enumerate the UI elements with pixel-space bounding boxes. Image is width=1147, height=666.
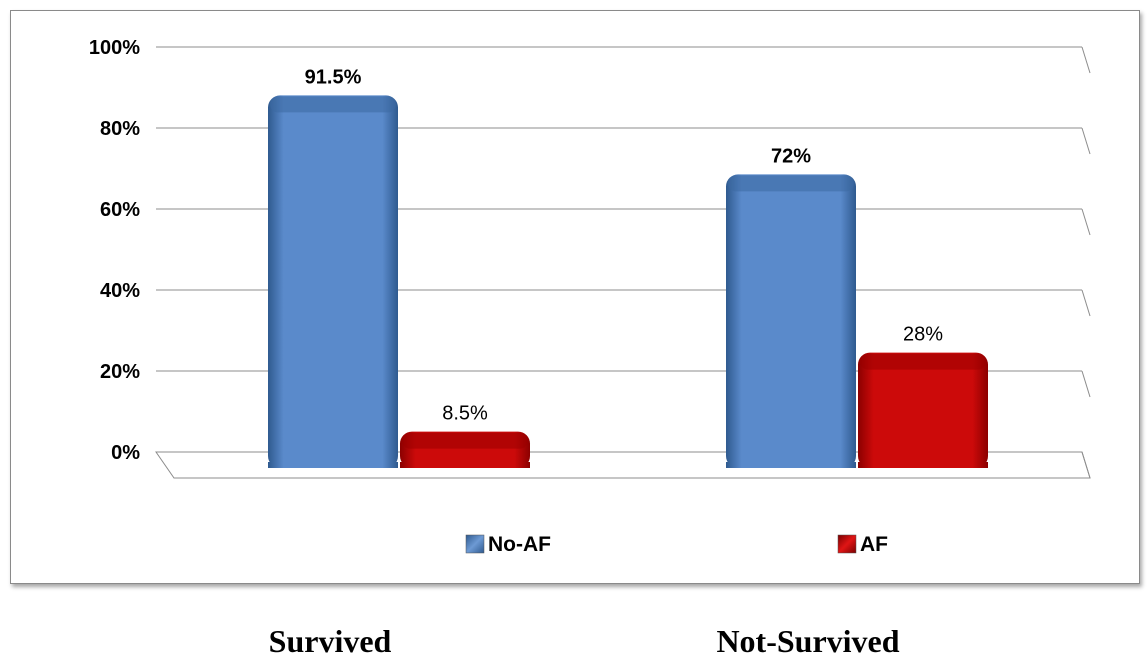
gridline-depth: [1081, 46, 1091, 74]
y-tick-label: 100%: [89, 37, 140, 59]
y-tick-label: 20%: [100, 361, 140, 383]
bar-no-af-survived: [268, 95, 398, 469]
data-labels: 91.5% 8.5% 72% 28%: [305, 66, 944, 424]
data-label: 28%: [903, 324, 943, 346]
category-label: Survived: [269, 623, 392, 659]
y-tick-label: 0%: [111, 442, 140, 464]
legend-label-no-af: No-AF: [488, 533, 551, 556]
bar-base: [268, 462, 398, 468]
bar-base: [726, 462, 856, 468]
chart-frame: [10, 10, 1140, 584]
y-tick-label: 80%: [100, 118, 140, 140]
bar-top-shade: [402, 432, 528, 449]
bars: [268, 95, 988, 469]
gridline-depth: [1081, 370, 1091, 398]
category-label: Not-Survived: [716, 623, 899, 659]
gridline-depth: [1081, 289, 1091, 317]
data-label: 72%: [771, 145, 811, 167]
bar-top-shade: [270, 96, 396, 113]
y-tick-label: 60%: [100, 199, 140, 221]
category-labels: Survived Not-Survived: [269, 623, 900, 659]
bar-af-not-survived: [858, 352, 988, 468]
data-label: 91.5%: [305, 66, 362, 88]
bar-base: [858, 462, 988, 468]
gridline-depth: [1081, 127, 1091, 155]
y-tick-label: 40%: [100, 280, 140, 302]
legend-swatch-af: [837, 534, 857, 554]
legend-label-af: AF: [860, 533, 888, 556]
bar-no-af-not-survived: [726, 174, 856, 468]
bar-top-shade: [860, 353, 986, 370]
bar-base: [400, 462, 530, 468]
data-label: 8.5%: [442, 403, 488, 425]
gridline-depth: [1081, 208, 1091, 236]
legend: No-AF AF: [465, 533, 888, 556]
legend-swatch-no-af: [465, 534, 485, 554]
bar-top-shade: [728, 175, 854, 192]
y-axis-ticks: 0% 20% 40% 60% 80% 100%: [89, 37, 140, 464]
